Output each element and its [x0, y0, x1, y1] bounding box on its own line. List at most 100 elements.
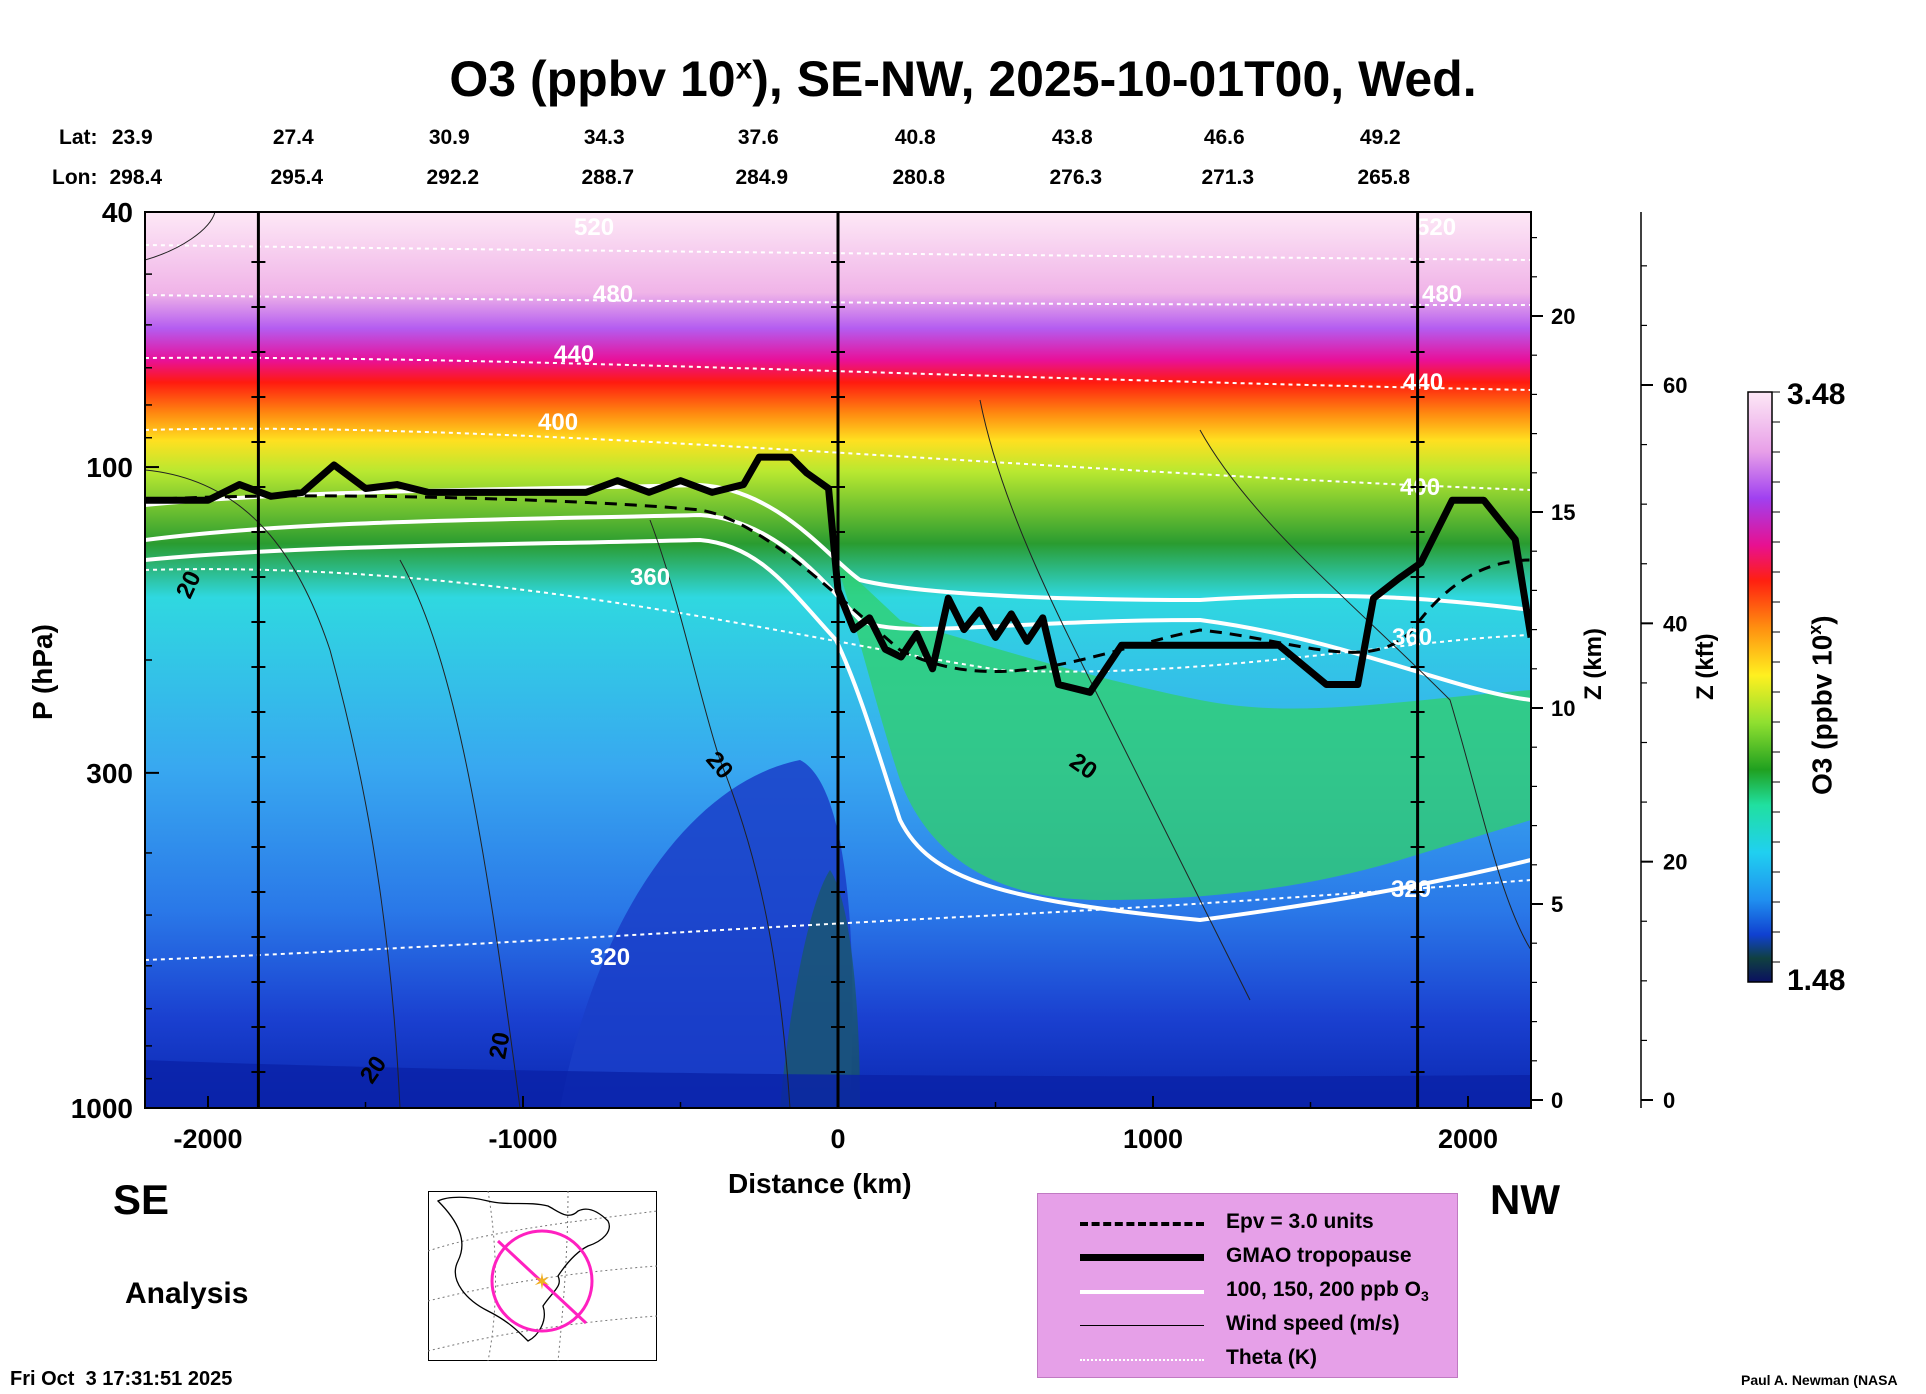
- lat-value: 40.8: [894, 126, 936, 149]
- theta-label-right: 320: [1391, 876, 1431, 903]
- lon-value: 295.4: [270, 166, 324, 189]
- wind-contour-5: [979, 399, 1251, 1001]
- x-tick-label: -1000: [488, 1124, 557, 1154]
- section-lines: [251, 212, 1425, 1108]
- lon-value: 292.2: [426, 166, 480, 189]
- z-km-tick-label: 15: [1551, 500, 1575, 525]
- z-kft-ticks: 0 20 40 60: [1640, 212, 1687, 1113]
- legend-swatch-ozone: [1080, 1290, 1204, 1294]
- wind-contour-6: [1199, 429, 1531, 951]
- legend-row-theta: Theta (K): [1038, 1342, 1457, 1376]
- epv-line: [145, 494, 1531, 674]
- map-section-line: [496, 1239, 588, 1325]
- z-kft-tick-label: 60: [1663, 373, 1687, 398]
- y-axis-label: P (hPa): [27, 624, 58, 720]
- theta-label-left: 480: [593, 281, 633, 308]
- legend-row-epv: Epv = 3.0 units: [1038, 1206, 1457, 1240]
- lat-value: 37.6: [737, 126, 779, 149]
- map-range-circle: [490, 1229, 594, 1333]
- lon-value: 288.7: [581, 166, 635, 189]
- theta-line-520: [145, 244, 1531, 261]
- ozone-dark-core: [780, 870, 860, 1108]
- map-graticule-4: [487, 1191, 496, 1361]
- legend-label-wind: Wind speed (m/s): [1226, 1312, 1400, 1335]
- legend-swatch-theta: [1080, 1359, 1204, 1361]
- map-graticule-2: [428, 1265, 657, 1302]
- lat-value: 30.9: [428, 126, 470, 149]
- ozone-low-column: [560, 760, 853, 1108]
- y-tick-label: 1000: [71, 1093, 133, 1124]
- lat-value: 27.4: [272, 126, 314, 149]
- lat-value: 46.6: [1203, 126, 1245, 149]
- lon-value: 271.3: [1201, 166, 1255, 189]
- z-kft-tick-label: 0: [1663, 1088, 1675, 1113]
- wind-contour-2: [145, 212, 216, 261]
- colorbar-ticks: [1772, 391, 1780, 963]
- map-graticule-1: [428, 1210, 657, 1252]
- theta-line-400: [145, 427, 1531, 491]
- theta-label-left: 320: [590, 944, 630, 971]
- map-graticule-5: [557, 1191, 569, 1361]
- timestamp: Fri Oct 3 17:31:51 2025: [10, 1368, 233, 1390]
- wind-contour-3: [399, 559, 521, 1108]
- theta-label-right: 360: [1392, 624, 1432, 651]
- lat-value: 23.9: [111, 126, 153, 149]
- ozone-contour-150ppb: [145, 512, 1531, 702]
- colorbar-max: 3.48: [1787, 378, 1846, 411]
- z-kft-tick-label: 20: [1663, 850, 1687, 875]
- legend-label-ozone: 100, 150, 200 ppb O3: [1226, 1278, 1429, 1305]
- ozone-contour-100ppb: [145, 537, 1531, 923]
- theta-label-left: 360: [630, 564, 670, 591]
- credit: Paul A. Newman (NASA: [1741, 1372, 1898, 1388]
- z-km-tick-label: 10: [1551, 696, 1575, 721]
- wind-contour-4: [649, 519, 791, 1108]
- legend-label-theta: Theta (K): [1226, 1346, 1317, 1369]
- x-tick-label: 0: [830, 1124, 845, 1154]
- theta-label-right: 440: [1403, 369, 1443, 396]
- lon-value: 284.9: [735, 166, 789, 189]
- z-kft-axis-label: Z (kft): [1692, 633, 1719, 700]
- z-km-axis-label: Z (km): [1580, 628, 1607, 700]
- z-km-ticks: 0 5 10 15 20: [1531, 237, 1575, 1113]
- lon-value: 265.8: [1357, 166, 1411, 189]
- legend-label-tropopause: GMAO tropopause: [1226, 1244, 1412, 1267]
- x-tick-label: 2000: [1438, 1124, 1498, 1154]
- analysis-label: Analysis: [125, 1277, 249, 1310]
- z-km-tick-label: 5: [1551, 892, 1563, 917]
- x-axis-ticks: -2000 -1000 0 1000 2000: [173, 1096, 1498, 1154]
- z-km-tick-label: 0: [1551, 1088, 1563, 1113]
- theta-line-480: [145, 294, 1531, 306]
- theta-line-440: [145, 356, 1531, 391]
- colorbar: [1747, 391, 1773, 983]
- colorbar-min: 1.48: [1787, 964, 1846, 997]
- inset-map: ✶: [428, 1191, 657, 1361]
- legend: Epv = 3.0 units GMAO tropopause 100, 150…: [1037, 1193, 1458, 1378]
- lat-value: 34.3: [583, 126, 625, 149]
- lat-value: 43.8: [1051, 126, 1093, 149]
- legend-row-ozone: 100, 150, 200 ppb O3: [1038, 1274, 1457, 1308]
- theta-label-right: 480: [1422, 281, 1462, 308]
- colorbar-label: O3 (ppbv 10x): [1805, 615, 1838, 795]
- lat-value: 49.2: [1359, 126, 1401, 149]
- legend-row-wind: Wind speed (m/s): [1038, 1308, 1457, 1342]
- x-axis-label: Distance (km): [728, 1168, 912, 1199]
- lon-value: 298.4: [109, 166, 163, 189]
- y-axis-ticks: 40 100 300 1000: [71, 197, 159, 1124]
- z-km-tick-label: 20: [1551, 304, 1575, 329]
- legend-row-tropopause: GMAO tropopause: [1038, 1240, 1457, 1274]
- y-tick-label: 40: [102, 197, 133, 228]
- theta-label-left: 440: [554, 341, 594, 368]
- legend-label-epv: Epv = 3.0 units: [1226, 1210, 1374, 1233]
- x-tick-label: 1000: [1123, 1124, 1183, 1154]
- map-graticule-3: [428, 1315, 657, 1352]
- x-tick-label: -2000: [173, 1124, 242, 1154]
- legend-swatch-tropopause: [1080, 1254, 1204, 1261]
- map-center-star: ✶: [533, 1269, 551, 1294]
- gmao-tropopause-line: [145, 453, 1531, 696]
- lon-value: 276.3: [1049, 166, 1103, 189]
- theta-label-left: 520: [574, 214, 614, 241]
- chart-title: O3 (ppbv 10x), SE-NW, 2025-10-01T00, Wed…: [449, 51, 1477, 107]
- wind-speed-label: 20: [484, 1030, 515, 1061]
